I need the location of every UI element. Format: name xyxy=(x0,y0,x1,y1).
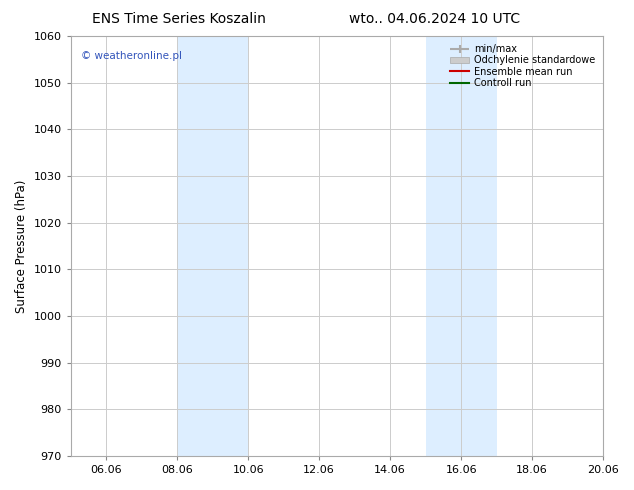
Bar xyxy=(177,36,248,456)
Bar xyxy=(425,36,496,456)
Text: © weatheronline.pl: © weatheronline.pl xyxy=(81,51,183,61)
Legend: min/max, Odchylenie standardowe, Ensemble mean run, Controll run: min/max, Odchylenie standardowe, Ensembl… xyxy=(447,41,598,91)
Y-axis label: Surface Pressure (hPa): Surface Pressure (hPa) xyxy=(15,179,28,313)
Text: ENS Time Series Koszalin: ENS Time Series Koszalin xyxy=(93,12,266,26)
Text: wto.. 04.06.2024 10 UTC: wto.. 04.06.2024 10 UTC xyxy=(349,12,520,26)
